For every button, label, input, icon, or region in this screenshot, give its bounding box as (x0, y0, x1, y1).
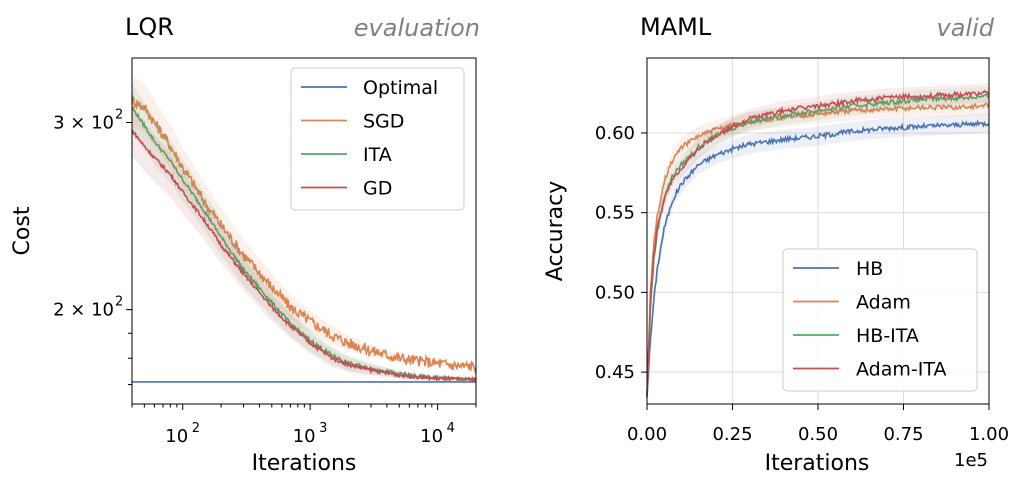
lqr-title: LQR (125, 13, 174, 41)
maml-ytick-label: 0.55 (595, 203, 635, 224)
maml-subtitle: valid (937, 14, 995, 42)
maml-lines (646, 83, 990, 406)
lqr-xtick-label: 10 (293, 426, 316, 447)
maml-legend-box (782, 248, 978, 392)
maml-xlabel: Iterations (765, 451, 870, 476)
lqr-legend-label: ITA (363, 144, 392, 166)
lqr-lines (131, 75, 477, 383)
lqr-ytick-label: 3 × 10 (53, 112, 114, 133)
maml-ylabel: Accuracy (543, 181, 568, 281)
maml-xtick-label: 0.75 (883, 424, 923, 445)
lqr-series-sgd (131, 94, 477, 375)
lqr-xlabel: Iterations (252, 451, 357, 476)
lqr-xtick-label: 10 (420, 426, 443, 447)
lqr-legend: Optimal SGD ITA GD (290, 67, 465, 211)
maml-panel: MAML valid 0.00 0.25 0.50 0.75 1.000.450.500… (543, 13, 1009, 476)
lqr-ticks: 10 2 10 3 10 42 × 10 23 × 10 2 (53, 107, 477, 447)
lqr-xtick-exponent: 2 (192, 421, 200, 436)
maml-legend-label: Adam (856, 292, 911, 314)
maml-xtick-label: 1.00 (969, 424, 1009, 445)
lqr-legend-label: GD (363, 178, 392, 200)
maml-xtick-label: 0.00 (627, 424, 667, 445)
maml-legend-label: HB-ITA (856, 325, 919, 347)
maml-ytick-label: 0.60 (595, 123, 635, 144)
lqr-band-sgd (132, 75, 476, 368)
lqr-legend-label: SGD (363, 111, 404, 133)
lqr-legend-box (290, 67, 465, 211)
maml-legend: HB Adam HB-ITA Adam-ITA (782, 248, 978, 392)
maml-legend-label: HB (856, 258, 883, 280)
maml-ytick-label: 0.45 (595, 362, 635, 383)
maml-ytick-label: 0.50 (595, 282, 635, 303)
maml-series-hb (646, 119, 990, 398)
maml-xtick-label: 0.50 (798, 424, 838, 445)
lqr-ylabel: Cost (10, 206, 35, 255)
maml-x-offset-text: 1e5 (954, 450, 988, 471)
maml-legend-label: Adam-ITA (856, 359, 946, 381)
maml-title: MAML (640, 13, 712, 41)
lqr-ytick-exponent: 2 (115, 295, 123, 310)
lqr-legend-label: Optimal (363, 77, 438, 99)
maml-series-adam (646, 102, 990, 397)
lqr-xtick-label: 10 (165, 426, 188, 447)
lqr-panel: LQR evaluation 10 2 10 3 10 42 × 10 23 × 10 2 I… (10, 13, 480, 476)
lqr-xtick-exponent: 3 (319, 421, 327, 436)
lqr-series-gd (131, 129, 477, 383)
lqr-ytick-exponent: 2 (115, 107, 123, 122)
lqr-xtick-exponent: 4 (447, 421, 455, 436)
maml-ticks: 0.00 0.25 0.50 0.75 1.00 0.45 0.50 0.55 0.60 (595, 123, 1009, 445)
maml-series-adam-ita (646, 89, 990, 396)
lqr-subtitle: evaluation (354, 14, 480, 42)
lqr-ytick-label: 2 × 10 (53, 300, 114, 321)
maml-xtick-label: 0.25 (712, 424, 752, 445)
